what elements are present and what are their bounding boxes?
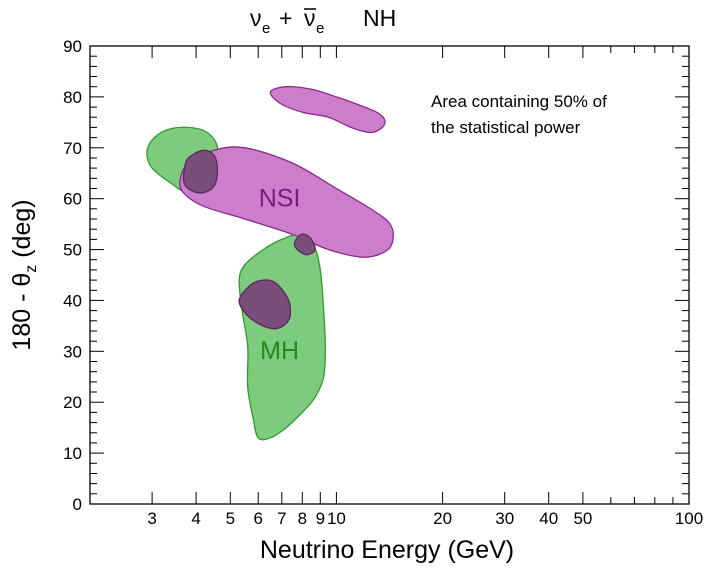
annotation-line-1: Area containing 50% of <box>431 92 607 111</box>
annotation: Area containing 50% of the statistical p… <box>431 92 607 137</box>
overlap-layer <box>182 149 316 330</box>
y-tick-label: 60 <box>63 190 82 209</box>
y-axis-title-prefix: 180 - θ <box>8 273 36 351</box>
x-tick-label: 6 <box>253 509 262 528</box>
x-tick-label: 5 <box>226 509 235 528</box>
overlap-region-2 <box>293 233 316 256</box>
x-tick-label: 40 <box>539 509 558 528</box>
overlap-region-3 <box>238 279 292 330</box>
y-axis-title-subscript: z <box>23 265 40 273</box>
x-tick-label: 7 <box>277 509 286 528</box>
title-nu-subscript: e <box>262 20 270 37</box>
x-tick-label: 10 <box>327 509 346 528</box>
chart-title: ν e + ν e NH <box>250 5 396 37</box>
title-plus: + <box>279 5 292 31</box>
title-nu: ν <box>250 5 262 31</box>
annotation-line-2: the statistical power <box>431 118 581 137</box>
y-axis-title: 180 - θz (deg) <box>8 199 40 350</box>
title-hierarchy: NH <box>363 5 396 31</box>
mh-label: MH <box>260 337 299 365</box>
y-tick-label: 90 <box>63 37 82 56</box>
y-tick-label: 50 <box>63 241 82 260</box>
nsi-label: NSI <box>259 184 301 212</box>
axis-ticks <box>89 45 690 505</box>
x-tick-label: 100 <box>675 509 703 528</box>
y-tick-label: 20 <box>63 393 82 412</box>
x-tick-label: 30 <box>495 509 514 528</box>
y-tick-label: 40 <box>63 291 82 310</box>
x-axis-title: Neutrino Energy (GeV) <box>260 536 514 564</box>
x-tick-label: 20 <box>433 509 452 528</box>
title-nu-bar-subscript: e <box>316 20 324 37</box>
y-tick-label: 70 <box>63 139 82 158</box>
y-tick-label: 30 <box>63 342 82 361</box>
x-tick-label: 4 <box>191 509 200 528</box>
x-tick-label: 50 <box>573 509 592 528</box>
region-labels-layer: MH NSI <box>259 184 301 365</box>
overlap-region-1 <box>182 149 219 194</box>
y-tick-label: 80 <box>63 88 82 107</box>
y-tick-label: 0 <box>73 495 82 514</box>
title-nu-bar: ν <box>304 5 316 31</box>
x-tick-label: 3 <box>147 509 156 528</box>
plot-frame <box>89 45 690 505</box>
x-tick-label: 9 <box>316 509 325 528</box>
y-axis-title-suffix: (deg) <box>8 199 36 264</box>
nsi-contour-2 <box>269 85 386 134</box>
nsi-contour-1 <box>179 146 394 258</box>
x-tick-label: 8 <box>298 509 307 528</box>
y-tick-label: 10 <box>63 444 82 463</box>
